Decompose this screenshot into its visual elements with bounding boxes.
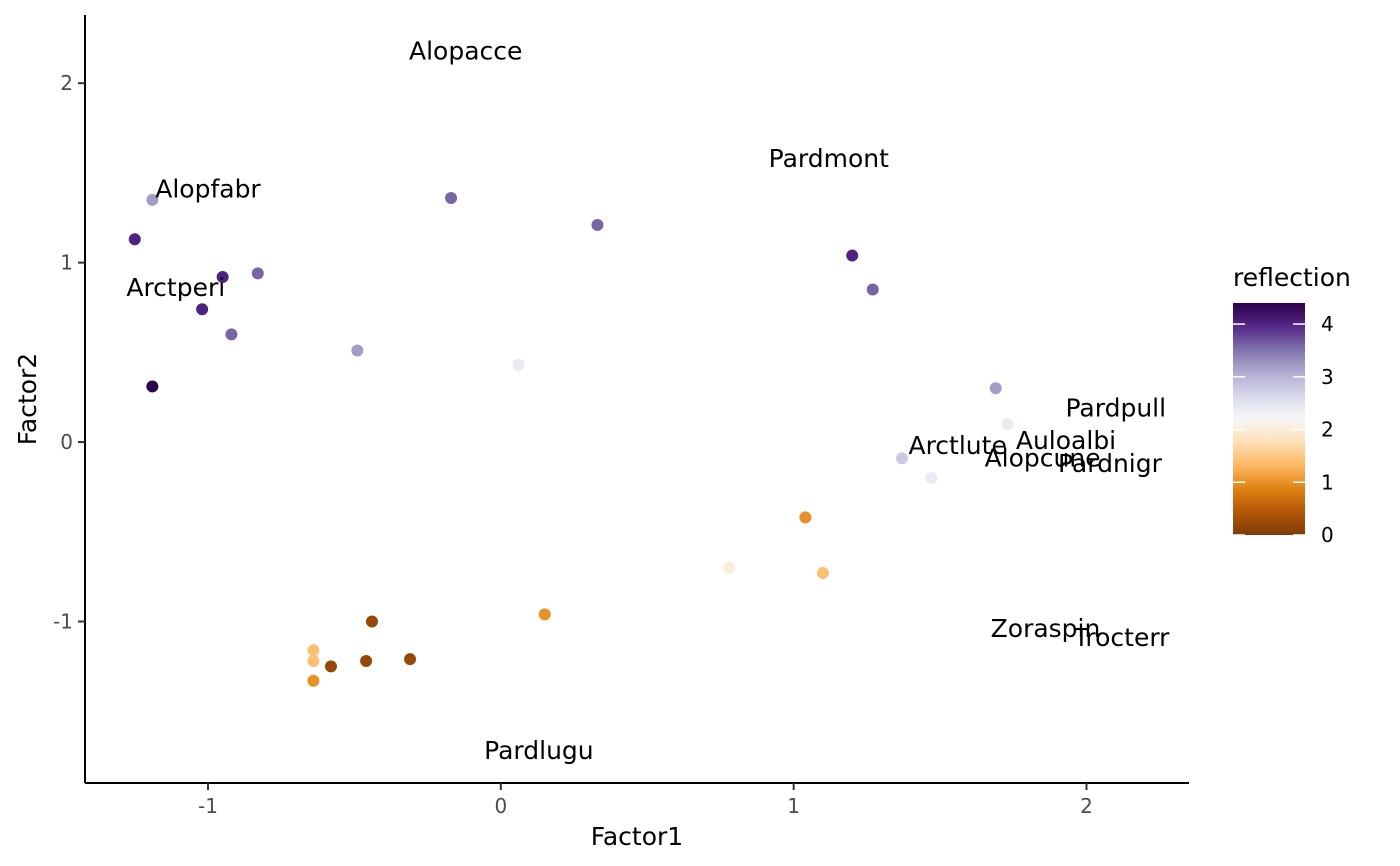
y-tick-label: 2 [60,71,73,95]
data-point [989,382,1002,395]
x-tick-label: 1 [787,794,800,818]
x-tick-label: 0 [494,794,507,818]
species-label: Alopcune [985,444,1101,473]
x-axis-ticks: -1 0 1 2 [198,783,1093,818]
legend-tick-label: 0 [1321,523,1334,547]
species-label: Pardlugu [484,736,594,765]
data-point [146,193,159,206]
species-label: Arctlute [908,431,1006,460]
species-label: Trocterr [1073,623,1170,652]
legend-ticks: 0 1 2 3 4 [1233,312,1334,547]
y-axis-title: Factor2 [13,353,42,445]
points-layer [128,192,1014,687]
data-point [307,644,320,657]
data-point [324,660,337,673]
data-point [251,267,264,280]
species-label: Pardnigr [1058,449,1163,478]
legend-tick-label: 4 [1321,312,1334,336]
data-point [307,654,320,667]
legend-tick-label: 2 [1321,418,1334,442]
x-tick-label: 2 [1080,794,1093,818]
data-point [146,380,159,393]
y-tick-label: 1 [60,251,73,275]
data-point [128,233,141,246]
species-label: Pardmont [769,144,889,173]
data-point [538,608,551,621]
data-point [846,249,859,262]
color-legend: reflection 0 1 2 3 4 [1233,263,1351,547]
x-tick-label: -1 [198,794,218,818]
species-label: Arctperi [126,273,225,302]
data-point [216,270,229,283]
y-tick-label: -1 [53,610,73,634]
axes-layer [84,15,1189,784]
data-point [404,653,417,666]
data-point [925,471,938,484]
y-tick-label: 0 [60,430,73,454]
data-point [512,358,525,371]
species-label: Alopfabr [155,175,261,204]
data-point [445,192,458,205]
species-label: Alopacce [409,36,522,65]
data-point [799,511,812,524]
species-label: Auloalbi [1016,426,1116,455]
species-label: Pardpull [1065,393,1166,422]
y-axis-ticks: -1 0 1 2 [53,71,85,634]
x-axis-title: Factor1 [591,822,683,851]
species-label: Zoraspin [991,614,1101,643]
legend-title: reflection [1233,263,1351,292]
data-point [1001,418,1014,431]
data-point [360,654,373,667]
data-point [816,567,829,580]
data-point [591,218,604,231]
data-point [723,561,736,574]
data-point [307,674,320,687]
data-point [896,452,909,465]
data-point [365,615,378,628]
legend-colorbar [1233,303,1305,535]
species-labels-layer: Alopacce Pardmont Alopfabr Arctperi Pardpull… [126,36,1170,765]
legend-tick-label: 1 [1321,470,1334,494]
legend-tick-label: 3 [1321,365,1334,389]
data-point [196,303,209,316]
data-point [866,283,879,296]
data-point [351,344,364,357]
data-point [225,328,238,341]
